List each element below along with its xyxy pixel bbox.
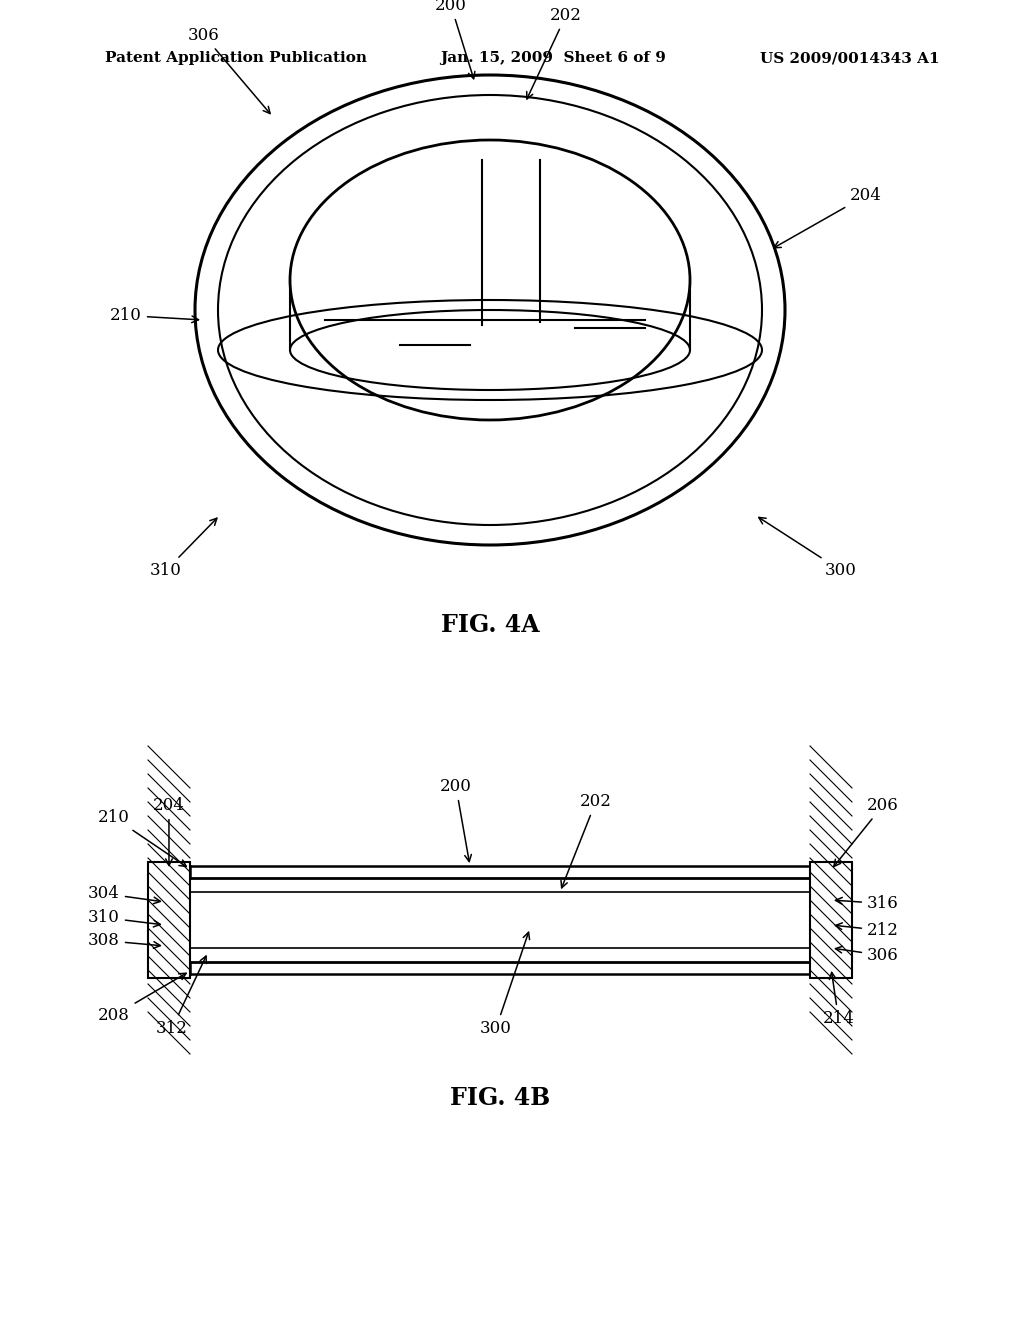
Text: FIG. 4A: FIG. 4A — [440, 612, 540, 638]
Bar — [148, 862, 190, 978]
Text: 306: 306 — [836, 946, 899, 964]
Text: Patent Application Publication: Patent Application Publication — [105, 51, 367, 65]
Text: Jan. 15, 2009  Sheet 6 of 9: Jan. 15, 2009 Sheet 6 of 9 — [440, 51, 666, 65]
Text: US 2009/0014343 A1: US 2009/0014343 A1 — [761, 51, 940, 65]
Text: 308: 308 — [88, 932, 161, 949]
Text: 210: 210 — [110, 308, 199, 323]
Text: 306: 306 — [188, 26, 270, 114]
Text: 212: 212 — [836, 921, 899, 939]
Text: 206: 206 — [834, 797, 899, 866]
Text: 210: 210 — [98, 809, 186, 866]
Text: 200: 200 — [435, 0, 475, 79]
Text: 204: 204 — [153, 797, 185, 866]
Text: 214: 214 — [822, 973, 854, 1027]
Text: 208: 208 — [98, 973, 186, 1024]
Text: 202: 202 — [561, 793, 612, 888]
Text: FIG. 4B: FIG. 4B — [450, 1086, 550, 1110]
Text: 310: 310 — [88, 909, 161, 927]
Text: 312: 312 — [156, 956, 206, 1038]
Bar — [810, 862, 852, 978]
Text: 204: 204 — [774, 187, 882, 248]
Text: 310: 310 — [150, 519, 217, 579]
Text: 200: 200 — [440, 777, 472, 862]
Text: 300: 300 — [480, 932, 529, 1038]
Text: 300: 300 — [759, 517, 857, 579]
Text: 304: 304 — [88, 884, 161, 904]
Text: 316: 316 — [836, 895, 899, 912]
Text: 202: 202 — [526, 7, 582, 99]
